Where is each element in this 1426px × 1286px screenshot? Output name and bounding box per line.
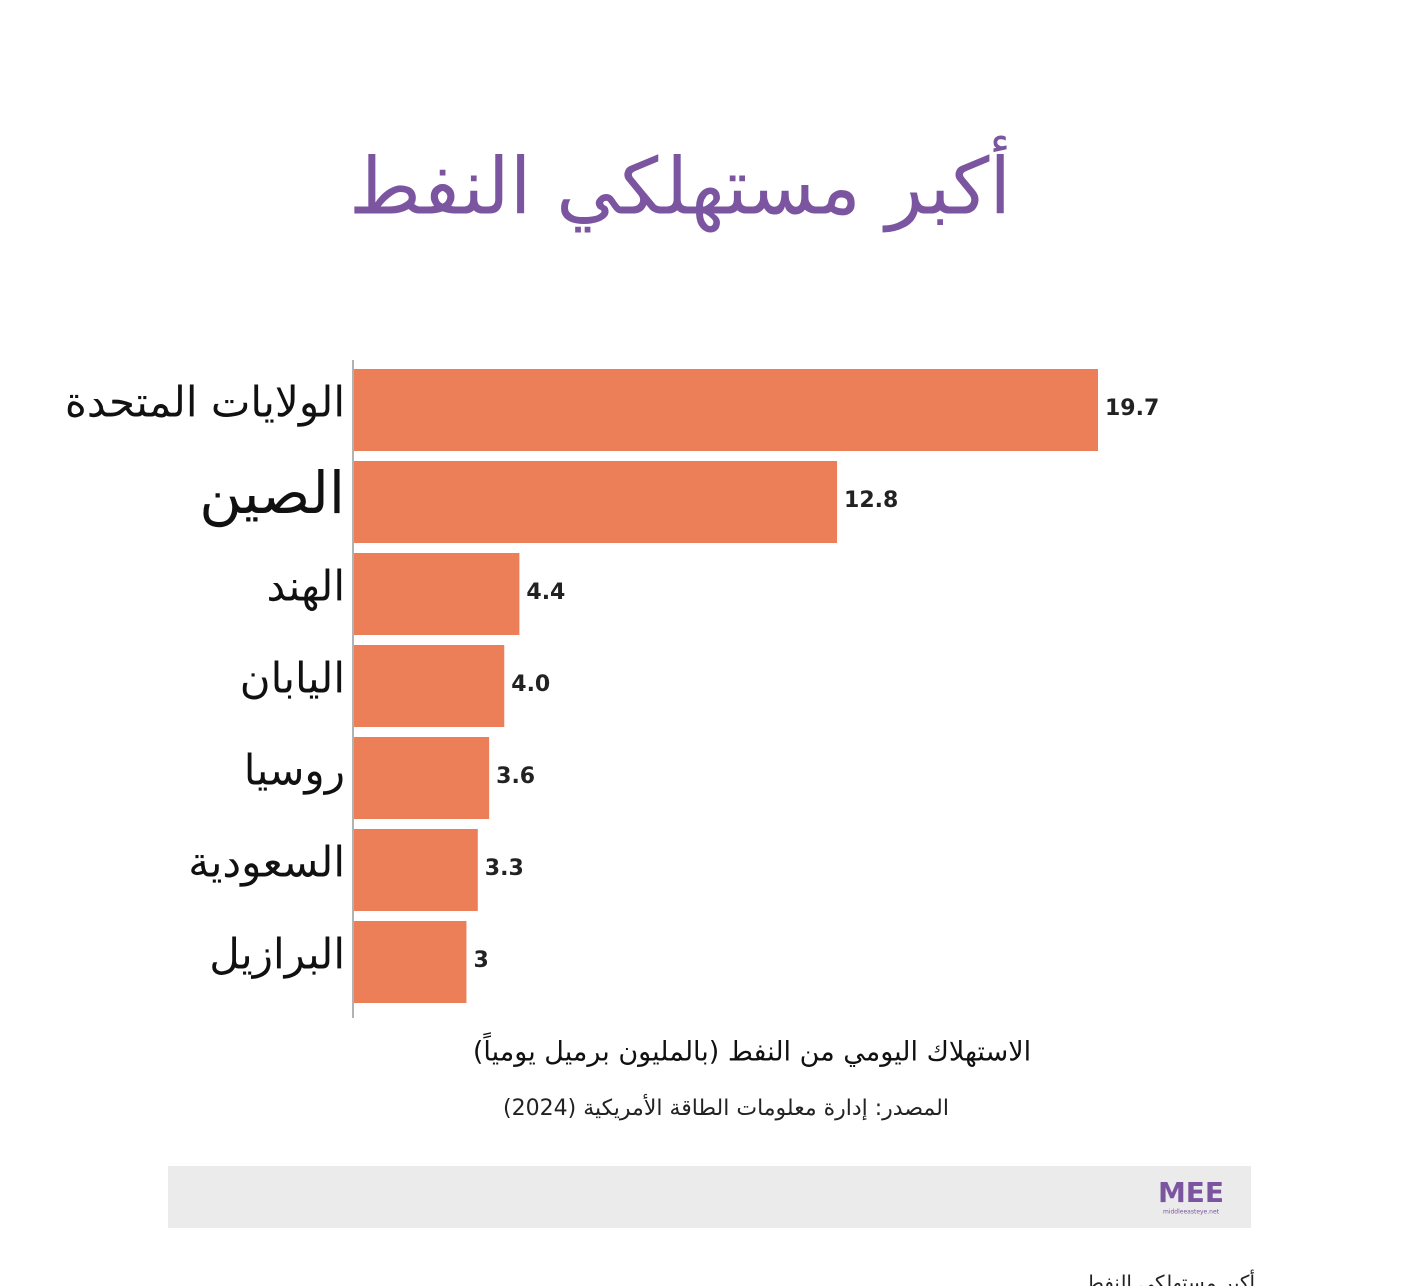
- y-tick-label: روسيا: [244, 746, 345, 795]
- bar: [354, 829, 478, 911]
- bar: [354, 461, 838, 543]
- y-tick-label: اليابان: [240, 654, 345, 703]
- bar: [354, 553, 520, 635]
- bar: [354, 921, 467, 1003]
- value-label: 3.3: [485, 856, 524, 881]
- value-label: 3.6: [496, 764, 535, 789]
- y-tick-label: السعودية: [188, 838, 345, 887]
- logo-site: middleeasteye.net: [1163, 1209, 1220, 1216]
- chart-title: أكبر مستهلكي النفط: [349, 135, 1011, 233]
- bar: [354, 369, 1098, 451]
- y-tick-label: الولايات المتحدة: [65, 378, 345, 427]
- value-label: 19.7: [1105, 396, 1159, 421]
- source: المصدر: إدارة معلومات الطاقة الأمريكية (…: [503, 1094, 949, 1121]
- caption: أكبر مستهلكي النفط: [1085, 1270, 1255, 1286]
- x-axis-label: الاستهلاك اليومي من النفط (بالمليون برمي…: [473, 1032, 1031, 1068]
- y-tick-label: الهند: [266, 562, 345, 612]
- value-label: 4.4: [526, 580, 565, 605]
- footer-bar: [168, 1166, 1251, 1228]
- bar: [354, 737, 490, 819]
- bar: [354, 645, 505, 727]
- y-tick-label: البرازيل: [209, 930, 345, 979]
- value-label: 12.8: [844, 488, 898, 513]
- y-tick-label: الصين: [199, 459, 345, 528]
- value-label: 4.0: [511, 672, 550, 697]
- logo: MEE: [1158, 1176, 1224, 1209]
- value-label: 3: [473, 948, 488, 973]
